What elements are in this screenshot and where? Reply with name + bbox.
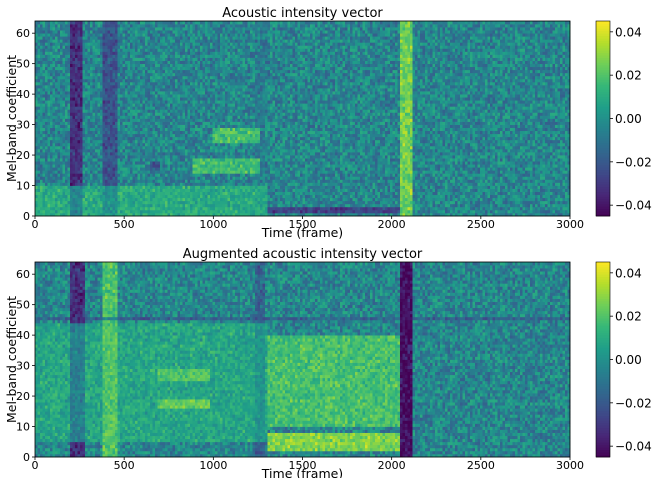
colorbar: −0.04 −0.02 0.00 0.02 0.04 [596, 262, 652, 457]
colorbar-tick-label: 0.04 [615, 25, 642, 39]
x-axis-label: Time (frame) [261, 466, 343, 478]
colorbar-tick-label: 0.04 [615, 266, 642, 280]
colorbar-tick-label: −0.02 [615, 155, 652, 169]
x-tick-label: 0 [32, 459, 39, 472]
x-tick-label: 500 [114, 459, 135, 472]
heatmap-cells [35, 21, 570, 216]
colorbar-tick-label: −0.04 [615, 199, 652, 213]
x-tick-label: 1000 [199, 218, 227, 231]
x-tick-label: 2000 [378, 218, 406, 231]
x-tick-label: 0 [32, 218, 39, 231]
x-tick-label: 3000 [556, 218, 584, 231]
x-tick-label: 2000 [378, 459, 406, 472]
colorbar-tick-label: −0.02 [615, 396, 652, 410]
chart-title: Augmented acoustic intensity vector [183, 247, 423, 262]
x-tick-label: 500 [114, 218, 135, 231]
x-tick-label: 2500 [467, 218, 495, 231]
colorbar-tick-label: 0.00 [615, 353, 642, 367]
colorbar-tick-label: −0.04 [615, 440, 652, 454]
colorbar-tick-label: 0.00 [615, 112, 642, 126]
x-tick-label: 3000 [556, 459, 584, 472]
y-axis-label: Mel-band coefficient [4, 296, 19, 423]
y-axis-label: Mel-band coefficient [4, 55, 19, 182]
heatmap-cells [35, 262, 570, 457]
y-tick-label: 60 [16, 268, 30, 281]
x-tick-label: 1000 [199, 459, 227, 472]
y-tick-label: 60 [16, 27, 30, 40]
colorbar: −0.04 −0.02 0.00 0.02 0.04 [596, 21, 652, 216]
colorbar-tick-label: 0.02 [615, 69, 642, 83]
y-tick-label: 0 [23, 210, 30, 223]
colorbar-tick-label: 0.02 [615, 310, 642, 324]
x-axis-label: Time (frame) [261, 225, 343, 240]
y-tick-label: 0 [23, 451, 30, 464]
x-tick-label: 2500 [467, 459, 495, 472]
chart-title: Acoustic intensity vector [222, 6, 383, 21]
